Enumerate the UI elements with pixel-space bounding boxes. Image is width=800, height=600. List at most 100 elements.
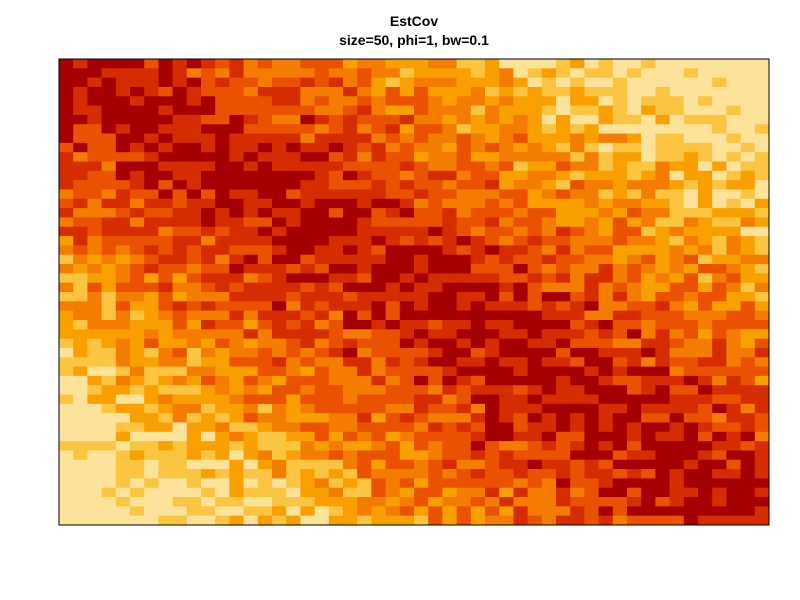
- heatmap-cell: [698, 422, 713, 433]
- heatmap-cell: [59, 86, 74, 97]
- heatmap-cell: [286, 497, 301, 507]
- heatmap-cell: [215, 282, 230, 293]
- heatmap-cell: [399, 59, 415, 69]
- heatmap-cell: [669, 497, 685, 507]
- heatmap-cell: [541, 394, 557, 405]
- heatmap-cell: [101, 347, 117, 358]
- heatmap-cell: [414, 478, 429, 489]
- heatmap-cell: [641, 208, 656, 218]
- heatmap-cell: [229, 357, 244, 367]
- heatmap-cell: [683, 347, 699, 358]
- heatmap-cell: [470, 170, 486, 181]
- heatmap-cell: [201, 86, 216, 97]
- heatmap-cell: [172, 478, 188, 489]
- heatmap-cell: [144, 506, 159, 517]
- heatmap-cell: [698, 413, 713, 423]
- heatmap-cell: [357, 180, 372, 190]
- heatmap-cell: [186, 310, 202, 321]
- heatmap-cell: [286, 422, 301, 433]
- heatmap-cell: [726, 161, 741, 172]
- heatmap-cell: [485, 375, 500, 386]
- heatmap-cell: [229, 226, 244, 237]
- heatmap-cell: [641, 469, 656, 479]
- heatmap-cell: [726, 301, 741, 312]
- heatmap-cell: [229, 347, 244, 358]
- heatmap-cell: [726, 385, 741, 395]
- heatmap-cell: [598, 254, 614, 265]
- heatmap-cell: [499, 515, 514, 526]
- heatmap-cell: [513, 506, 528, 517]
- heatmap-cell: [726, 366, 741, 377]
- heatmap-cell: [556, 217, 571, 228]
- heatmap-cell: [300, 189, 315, 200]
- heatmap-cell: [456, 413, 472, 423]
- heatmap-cell: [371, 86, 386, 97]
- heatmap-cell: [343, 385, 358, 395]
- heatmap-cell: [527, 329, 543, 339]
- heatmap-cell: [314, 152, 330, 162]
- heatmap-cell: [627, 413, 642, 423]
- heatmap-cell: [229, 459, 244, 470]
- heatmap-cell: [655, 394, 670, 405]
- heatmap-cell: [101, 254, 117, 265]
- heatmap-cell: [655, 413, 670, 423]
- heatmap-cell: [726, 338, 741, 349]
- heatmap-cell: [442, 86, 457, 97]
- heatmap-cell: [201, 264, 216, 274]
- heatmap-cell: [314, 338, 330, 349]
- heatmap-cell: [683, 319, 699, 330]
- heatmap-cell: [470, 441, 486, 451]
- heatmap-cell: [499, 422, 514, 433]
- heatmap-cell: [669, 142, 685, 153]
- heatmap-cell: [726, 77, 741, 88]
- heatmap-cell: [371, 469, 386, 479]
- heatmap-cell: [442, 478, 457, 489]
- heatmap-cell: [144, 96, 159, 106]
- heatmap-cell: [641, 292, 656, 302]
- heatmap-cell: [328, 469, 344, 479]
- heatmap-cell: [243, 208, 259, 218]
- heatmap-cell: [541, 189, 557, 200]
- heatmap-cell: [215, 217, 230, 228]
- heatmap-cell: [641, 319, 656, 330]
- heatmap-cell: [541, 96, 557, 106]
- heatmap-cell: [73, 124, 88, 134]
- heatmap-cell: [754, 114, 770, 125]
- heatmap-cell: [371, 347, 386, 358]
- heatmap-cell: [87, 403, 102, 414]
- heatmap-cell: [485, 478, 500, 489]
- heatmap-cell: [115, 347, 131, 358]
- heatmap-cell: [257, 329, 273, 339]
- heatmap-cell: [229, 142, 244, 153]
- heatmap-cell: [115, 403, 131, 414]
- heatmap-cell: [229, 487, 244, 498]
- heatmap-cell: [470, 478, 486, 489]
- heatmap-cell: [726, 105, 741, 116]
- heatmap-cell: [201, 515, 216, 526]
- heatmap-cell: [641, 497, 656, 507]
- heatmap-cell: [442, 394, 457, 405]
- heatmap-cell: [229, 152, 244, 162]
- heatmap-cell: [754, 413, 770, 423]
- heatmap-cell: [698, 357, 713, 367]
- heatmap-cell: [215, 497, 230, 507]
- heatmap-cell: [414, 450, 429, 461]
- heatmap-cell: [456, 310, 472, 321]
- heatmap-cell: [754, 403, 770, 414]
- heatmap-cell: [101, 208, 117, 218]
- heatmap-cell: [485, 142, 500, 153]
- heatmap-cell: [655, 310, 670, 321]
- heatmap-cell: [698, 254, 713, 265]
- heatmap-cell: [698, 497, 713, 507]
- heatmap-cell: [655, 450, 670, 461]
- heatmap-cell: [343, 152, 358, 162]
- heatmap-cell: [357, 338, 372, 349]
- heatmap-cell: [698, 301, 713, 312]
- heatmap-cell: [101, 403, 117, 414]
- heatmap-cell: [414, 124, 429, 134]
- heatmap-cell: [186, 86, 202, 97]
- heatmap-cell: [598, 329, 614, 339]
- heatmap-cell: [73, 273, 88, 284]
- heatmap-cell: [257, 105, 273, 116]
- heatmap-cell: [314, 422, 330, 433]
